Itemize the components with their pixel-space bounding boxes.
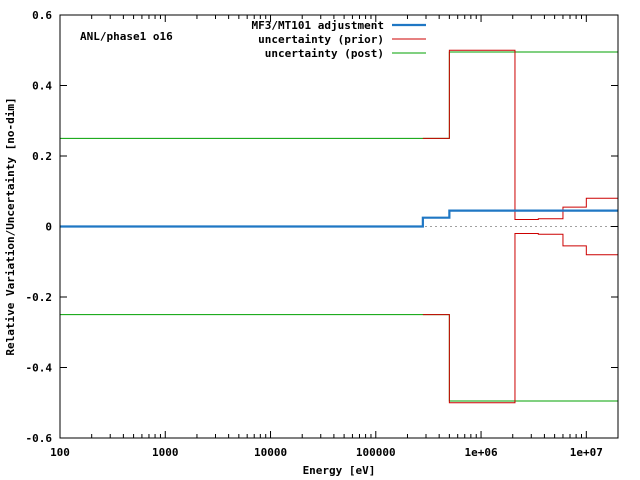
y-tick-label: -0.4: [26, 362, 53, 375]
y-tick-label: 0.6: [32, 9, 52, 22]
legend-label: MF3/MT101 adjustment: [252, 19, 384, 32]
plot-frame: [59, 14, 619, 439]
series-line: [60, 51, 618, 139]
series-layer: [60, 49, 618, 404]
series-line: [422, 49, 618, 220]
tick-labels: -0.6 -0.4 -0.2 0 0.2 0.4 0.6 100 1000 10000 100000…: [26, 9, 603, 459]
legend-label: uncertainty (post): [265, 47, 384, 60]
series-line: [60, 209, 618, 228]
y-tick-label: -0.2: [26, 291, 53, 304]
x-tick-label: 100000: [356, 446, 396, 459]
legend-label: uncertainty (prior): [258, 33, 384, 46]
y-tick-label: 0.4: [32, 80, 52, 93]
series-line: [60, 314, 618, 402]
x-tick-label: 1e+06: [464, 446, 497, 459]
x-tick-label: 1e+07: [570, 446, 603, 459]
y-tick-label: 0: [45, 221, 52, 234]
y-tick-label: 0.2: [32, 150, 52, 163]
series-line: [422, 233, 618, 404]
y-axis-title: Relative Variation/Uncertainty [no-dim]: [4, 97, 17, 355]
x-axis-title: Energy [eV]: [303, 464, 376, 477]
chart-annotation: ANL/phase1 o16: [80, 30, 173, 43]
x-tick-label: 1000: [152, 446, 179, 459]
x-tick-label: 10000: [254, 446, 287, 459]
y-tick-label: -0.6: [26, 432, 53, 445]
x-tick-label: 100: [50, 446, 70, 459]
